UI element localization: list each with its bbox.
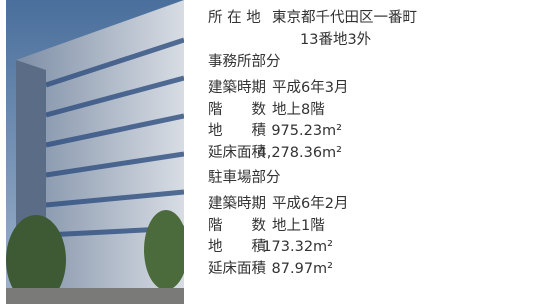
value: 4,278.36m² bbox=[257, 144, 342, 162]
label: 建築時期 bbox=[208, 195, 266, 213]
value: 87.97m² bbox=[272, 260, 333, 278]
value: 平成6年2月 bbox=[272, 195, 348, 213]
section-title: 駐車場部分 bbox=[208, 169, 281, 187]
value: 13番地3外 bbox=[300, 31, 371, 49]
label: 階 数 bbox=[208, 217, 266, 235]
label: 延床面積 bbox=[208, 260, 266, 278]
section-title: 事務所部分 bbox=[208, 53, 281, 71]
value: 地上8階 bbox=[272, 101, 325, 119]
label: 階 数 bbox=[208, 101, 266, 119]
value: 地上1階 bbox=[272, 217, 325, 235]
value: 平成6年3月 bbox=[272, 79, 348, 97]
label: 建築時期 bbox=[208, 79, 266, 97]
value: 975.23m² bbox=[271, 122, 342, 140]
label: 所 在 地 bbox=[208, 9, 261, 27]
label: 地 積 bbox=[208, 122, 266, 140]
label: 地 積 bbox=[208, 238, 266, 256]
building-photo bbox=[6, 0, 184, 304]
page: 所 在 地東京都千代田区一番町13番地3外事務所部分建築時期平成6年3月階 数地… bbox=[0, 0, 535, 304]
value: 173.32m² bbox=[262, 238, 333, 256]
value: 東京都千代田区一番町 bbox=[272, 9, 417, 27]
